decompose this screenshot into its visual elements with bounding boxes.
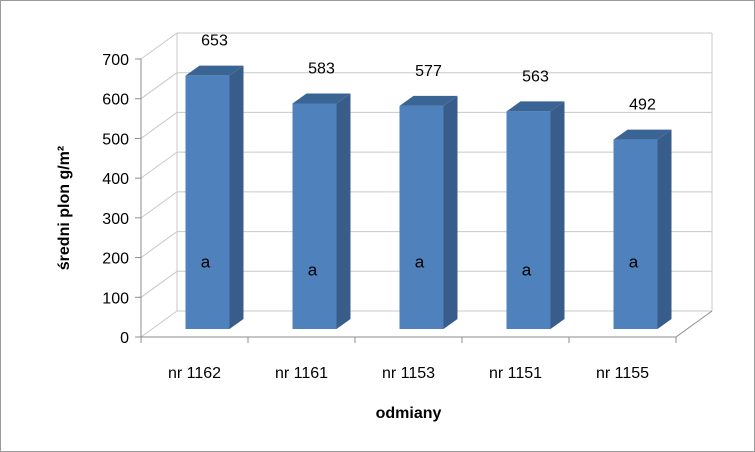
bar (292, 93, 351, 329)
group-letter: a (522, 261, 532, 280)
x-axis-title: odmiany (376, 405, 442, 422)
gridline-wall (140, 231, 178, 258)
y-tick-label: 0 (120, 330, 129, 347)
bar-top (185, 65, 244, 76)
bar-top (292, 93, 351, 104)
bar-front (185, 75, 230, 329)
bar (506, 101, 565, 329)
gridline-wall (140, 310, 178, 338)
gridline-wall (140, 72, 178, 100)
bar-front (613, 139, 658, 329)
gridline-wall (140, 191, 178, 219)
bar-top (506, 101, 565, 112)
group-letter: a (415, 253, 425, 272)
bar-front (506, 111, 551, 329)
y-tick-label: 400 (102, 171, 129, 188)
data-label: 583 (308, 60, 335, 77)
bar-front (399, 105, 444, 329)
bar-side (443, 95, 458, 329)
group-letter: a (201, 253, 211, 272)
data-label: 653 (201, 33, 228, 50)
data-label: 577 (415, 63, 442, 80)
labels: 0 100 200 300 400 500 600 700 653 a nr 1162 583 a nr … (102, 33, 656, 382)
bars (185, 65, 672, 329)
group-letter: a (629, 253, 639, 272)
category-label: nr 1161 (275, 365, 328, 382)
category-label: nr 1153 (382, 365, 435, 382)
group-letter: a (308, 261, 318, 280)
y-tick-label: 700 (102, 52, 129, 69)
bar-front (292, 103, 337, 329)
bar-side (336, 93, 351, 329)
y-tick-label: 100 (102, 290, 129, 307)
bar (399, 95, 458, 329)
data-label: 492 (629, 97, 656, 114)
gridline-wall (140, 32, 178, 60)
category-label: nr 1151 (489, 365, 542, 382)
y-tick-label: 600 (102, 92, 129, 109)
y-tick-label: 500 (102, 131, 129, 148)
gridline-wall (140, 270, 178, 298)
axes (135, 58, 713, 343)
bar-side (229, 65, 244, 329)
y-tick-label: 200 (102, 251, 129, 268)
bar (185, 65, 244, 329)
gridline-wall (140, 151, 178, 179)
bar-top (399, 95, 458, 106)
bar-top (613, 129, 672, 140)
y-tick-label: 300 (102, 211, 129, 228)
bar-side (657, 129, 672, 329)
category-label: nr 1162 (168, 365, 221, 382)
category-label: nr 1155 (596, 365, 649, 382)
bar-side (550, 101, 565, 329)
bar (613, 129, 672, 329)
gridline-wall (140, 112, 178, 139)
y-axis-title: średni plon g/m² (56, 146, 73, 270)
data-label: 563 (522, 68, 549, 85)
